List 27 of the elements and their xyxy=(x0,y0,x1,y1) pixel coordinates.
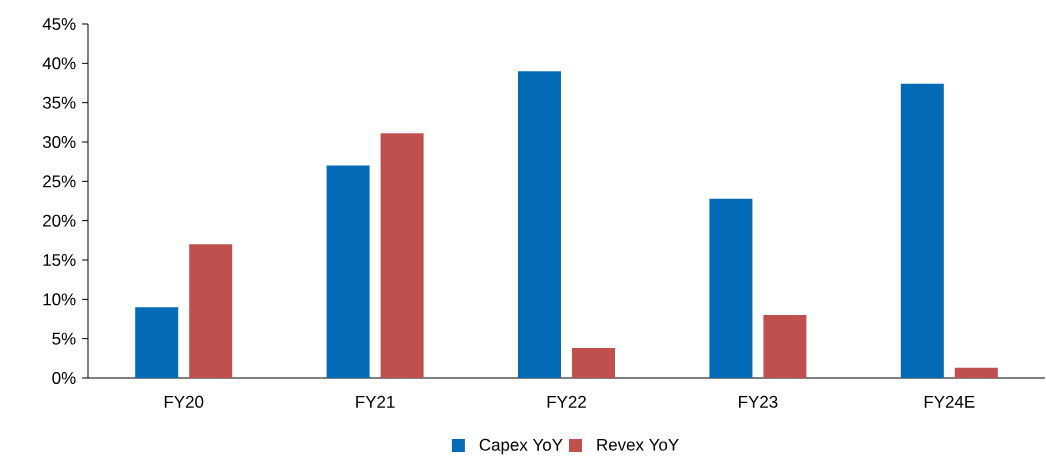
bar xyxy=(954,367,998,378)
y-tick-label: 35% xyxy=(42,96,76,109)
y-tick-label: 30% xyxy=(42,136,76,148)
y-tick-label: 5% xyxy=(52,332,76,345)
y-tick-label: 45% xyxy=(42,18,76,30)
bar xyxy=(763,315,807,378)
bar xyxy=(135,307,179,378)
bar xyxy=(572,348,616,378)
y-tick-label: 25% xyxy=(43,175,76,188)
y-tick-label: 40% xyxy=(42,57,76,70)
x-tick-label: FY21 xyxy=(356,395,395,408)
y-tick-label: 15% xyxy=(43,254,76,266)
bar xyxy=(518,71,562,378)
bar xyxy=(380,133,424,378)
bar xyxy=(900,83,944,378)
x-tick-label: FY22 xyxy=(547,395,586,408)
bar xyxy=(709,198,753,378)
x-tick-label: FY24E xyxy=(924,395,975,408)
x-tick-label: FY20 xyxy=(164,395,204,408)
y-tick-label: 20% xyxy=(43,214,76,227)
legend-label: Revex YoY xyxy=(597,438,679,451)
x-tick-label: FY23 xyxy=(739,395,778,408)
y-tick-label: 0% xyxy=(52,372,76,384)
bar xyxy=(189,244,233,378)
bar xyxy=(326,165,370,378)
legend-label: Capex YoY xyxy=(479,438,563,455)
y-tick-label: 10% xyxy=(43,293,76,306)
